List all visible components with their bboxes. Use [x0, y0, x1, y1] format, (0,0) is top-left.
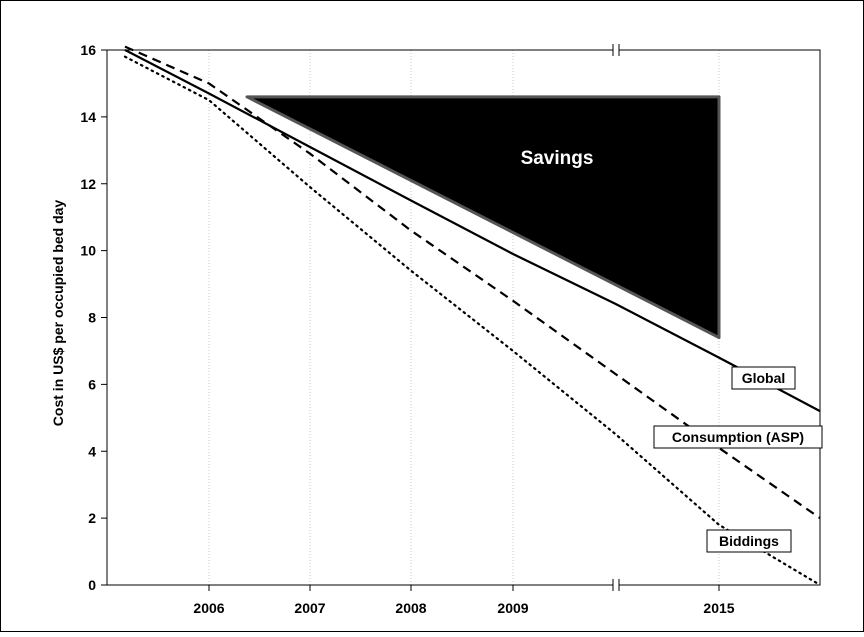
y-tick-label-12: 12	[80, 176, 96, 192]
x-tick-label-2006: 2006	[193, 600, 224, 616]
y-tick-label-2: 2	[88, 510, 96, 526]
y-tick-label-16: 16	[80, 42, 96, 58]
x-tick-label-2008: 2008	[395, 600, 426, 616]
y-tick-label-4: 4	[88, 443, 96, 459]
savings-polygon	[245, 95, 721, 340]
series-line-global	[124, 49, 821, 413]
y-tick-label-10: 10	[80, 243, 96, 259]
x-tick-label-2007: 2007	[294, 600, 325, 616]
global-label-box	[731, 366, 796, 390]
series-labels: Global Consumption (ASP) Biddings	[653, 366, 823, 553]
axis-break-gap-top	[613, 45, 619, 55]
y-tick-label-8: 8	[88, 310, 96, 326]
savings-area	[245, 95, 721, 340]
y-tick-label-0: 0	[88, 577, 96, 593]
x-tick-label-2009: 2009	[497, 600, 528, 616]
axis-break-gap-bottom	[613, 580, 619, 590]
y-tick-label-14: 14	[80, 109, 96, 125]
savings-label: Savings	[521, 148, 594, 169]
consumption-series-label: Consumption (ASP)	[672, 429, 804, 445]
y-axis-label: Cost in US$ per occupied bed day	[50, 200, 66, 427]
biddings-series-label: Biddings	[719, 533, 779, 549]
axes: 0 2 4 6 8 10 12 14 16 2006 2007 2008 2009 2015	[80, 42, 734, 616]
x-tick-label-2015: 2015	[703, 600, 734, 616]
y-tick-label-6: 6	[88, 376, 96, 392]
biddings-label-box	[706, 529, 792, 553]
global-series-label: Global	[742, 370, 786, 386]
consumption-label-box	[653, 425, 823, 449]
